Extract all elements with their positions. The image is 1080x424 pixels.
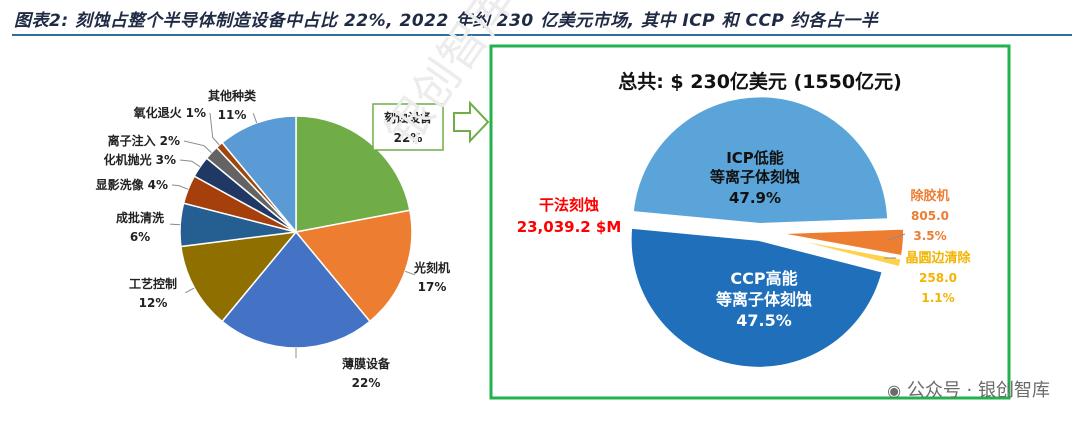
slice-value: 1% (186, 106, 206, 120)
leader-line (183, 140, 212, 153)
slice-value: 12% (139, 296, 168, 310)
photoresist-strip-amount: 805.0 (911, 209, 949, 223)
edge-bevel-label: 晶圆边清除 (905, 250, 971, 266)
slice-label: 工艺控制 (129, 276, 177, 291)
slice-value: 22% (352, 376, 381, 390)
faint-watermark: 银创智库 (375, 0, 525, 156)
icp-value: 47.9% (729, 189, 781, 207)
slice-value: 22% (394, 131, 423, 145)
etch-callout-box (372, 103, 444, 151)
icp-label-line1: ICP低能 (726, 149, 784, 167)
dry-etch-value: 23,039.2 $M (517, 218, 622, 236)
leader-line (179, 159, 201, 168)
callout-arrow (453, 100, 490, 144)
leader-line (185, 287, 195, 294)
leader-line (171, 184, 189, 190)
slice-value: 11% (218, 108, 247, 122)
pie-slice (777, 234, 903, 269)
icp-label-line2: 等离子体刻蚀 (710, 168, 800, 186)
slice-label-name: 显影洗像 (96, 177, 145, 192)
slice-label: 薄膜设备 (342, 356, 391, 371)
title-rule (12, 34, 1072, 36)
ccp-value: 47.5% (736, 311, 792, 330)
slice-label: 成批清洗 (116, 210, 164, 225)
equipment-share-labels: 刻蚀设备 22% 光刻机 17% 薄膜设备 22% 工艺控制 12% 成批清洗 6% 显影洗像 4% 化… (96, 88, 450, 390)
pie-slice (295, 115, 411, 233)
edge-bevel-amount: 258.0 (919, 271, 957, 285)
watermark-text: 公众号 · 银创智库 (906, 380, 1050, 401)
pie-slice (631, 95, 890, 226)
slice-value: 2% (160, 134, 180, 148)
slice-value: 4% (148, 178, 168, 192)
slice-label: 刻蚀设备 (384, 110, 433, 125)
slice-value: 17% (418, 280, 447, 294)
etch-total-title: 总共: $ 230亿美元 (1550亿元) (618, 70, 902, 93)
slice-label-name: 氧化退火 (133, 105, 183, 120)
equipment-share-pie (179, 115, 413, 349)
leader-line (404, 270, 416, 276)
pie-slice (221, 115, 297, 235)
etch-type-pie (629, 95, 905, 369)
slice-label: 光刻机 (413, 260, 450, 275)
dry-etch-label: 干法刻蚀 (539, 196, 599, 214)
leader-line (209, 112, 220, 146)
leader-line (252, 113, 258, 124)
pie-slice (629, 226, 884, 369)
slice-value: 6% (130, 230, 150, 244)
slice-label-name: 化机抛光 (104, 152, 152, 167)
wechat-icon: ◉ (887, 381, 902, 400)
ccp-label-line1: CCP高能 (730, 269, 797, 288)
pie-slice (180, 231, 298, 323)
slice-label: 化机抛光 3% (104, 152, 176, 167)
slice-label: 离子注入 2% (108, 133, 180, 148)
slice-label: 氧化退火 1% (133, 105, 206, 120)
photoresist-strip-value: 3.5% (913, 229, 946, 243)
ccp-label-line2: 等离子体刻蚀 (715, 290, 812, 309)
wechat-watermark: ◉ 公众号 · 银创智库 (887, 376, 1050, 402)
pie-slice (777, 227, 905, 258)
photoresist-strip-label: 除胶机 (910, 188, 949, 204)
etch-detail-frame (489, 44, 1011, 400)
slice-label: 其他种类 (208, 88, 257, 103)
pie-slice (221, 230, 371, 349)
slice-label-name: 离子注入 (108, 133, 156, 148)
slice-label: 显影洗像 4% (96, 177, 168, 192)
etch-type-labels: ICP低能等离子体刻蚀47.9%CCP高能等离子体刻蚀47.5%除胶机805.0… (710, 149, 972, 330)
leader-line (887, 233, 906, 241)
figure-title: 图表2: 刻蚀占整个半导体制造设备中占比 22%, 2022 年约 230 亿美… (14, 11, 879, 31)
leader-line (169, 223, 181, 226)
edge-bevel-value: 1.1% (921, 291, 954, 305)
slice-value: 3% (156, 153, 176, 167)
